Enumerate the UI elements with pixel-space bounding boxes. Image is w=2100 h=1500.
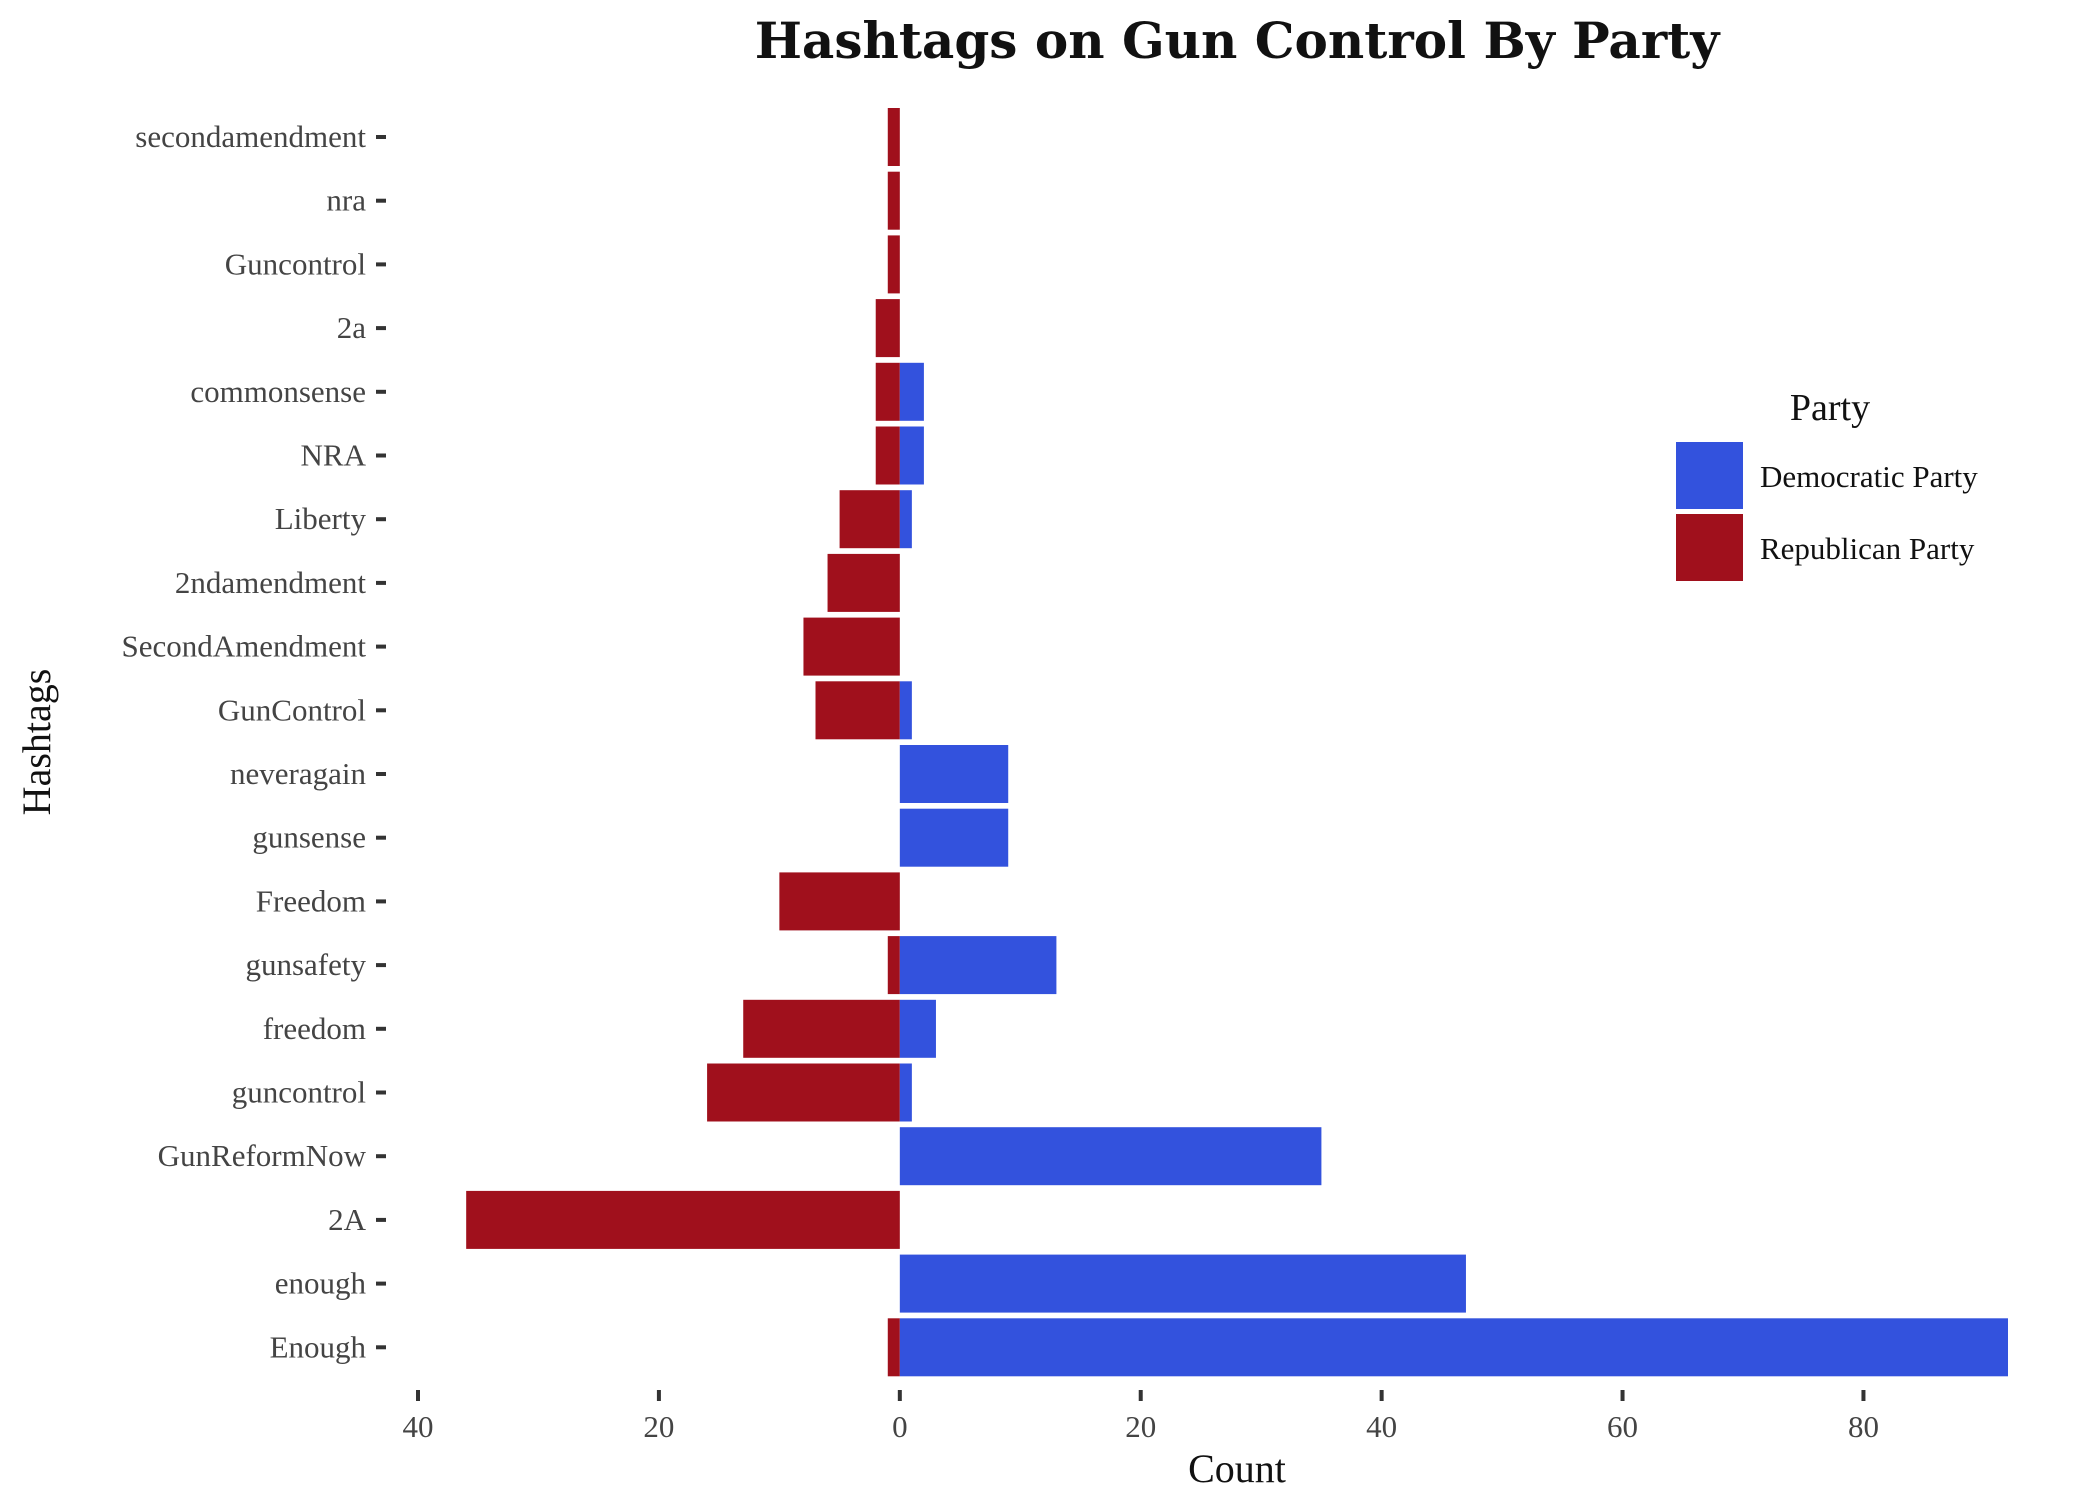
y-tick-label-freedom-12: Freedom bbox=[256, 883, 366, 918]
y-tick-label-secondamendment-8: SecondAmendment bbox=[121, 629, 366, 664]
bar-democratic-freedom-14 bbox=[899, 999, 936, 1058]
x-tick-label-6: 80 bbox=[1848, 1409, 1879, 1444]
bar-republican-2a-17 bbox=[466, 1190, 900, 1249]
y-tick-label-guncontrol-9: GunControl bbox=[218, 692, 366, 727]
y-tick-label-enough-19: Enough bbox=[270, 1329, 367, 1364]
legend-key-democratic-party bbox=[1676, 442, 1743, 509]
bar-democratic-guncontrol-15 bbox=[899, 1063, 912, 1122]
legend-title: Party bbox=[1790, 387, 1870, 429]
bar-democratic-gunsafety-13 bbox=[899, 936, 1057, 995]
y-tick-label-guncontrol-2: Guncontrol bbox=[225, 246, 366, 281]
y-tick-label-gunsafety-13: gunsafety bbox=[245, 947, 366, 982]
y-tick-label-2a-3: 2a bbox=[337, 310, 367, 345]
x-tick-label-1: 20 bbox=[643, 1409, 674, 1444]
bar-republican-nra-5 bbox=[875, 426, 900, 485]
y-axis: secondamendment nra Guncontrol 2a commonsens… bbox=[121, 119, 386, 1364]
y-tick-label-gunsense-11: gunsense bbox=[252, 820, 366, 855]
x-axis: 40 20 0 20 40 60 80 bbox=[403, 1390, 1879, 1444]
legend: Party Democratic Party Republican Party bbox=[1676, 387, 1978, 581]
bar-democratic-liberty-6 bbox=[899, 490, 912, 549]
y-tick-label-enough-18: enough bbox=[275, 1266, 367, 1301]
y-tick-label-nra-5: NRA bbox=[301, 438, 367, 473]
x-tick-label-3: 20 bbox=[1125, 1409, 1156, 1444]
y-tick-label-secondamendment-0: secondamendment bbox=[135, 119, 366, 154]
bar-democratic-enough-18 bbox=[899, 1254, 1466, 1313]
y-tick-label-nra-1: nra bbox=[326, 183, 366, 218]
x-tick-label-0: 40 bbox=[403, 1409, 434, 1444]
bar-republican-guncontrol-15 bbox=[707, 1063, 900, 1122]
bar-democratic-nra-5 bbox=[899, 426, 924, 485]
y-tick-label-commonsense-4: commonsense bbox=[190, 374, 366, 409]
x-tick-label-2: 0 bbox=[892, 1409, 908, 1444]
bar-republican-enough-19 bbox=[887, 1318, 900, 1377]
x-tick-label-4: 40 bbox=[1366, 1409, 1397, 1444]
bar-republican-2a-3 bbox=[875, 299, 900, 358]
bar-republican-guncontrol-2 bbox=[887, 235, 900, 294]
y-tick-label-freedom-14: freedom bbox=[263, 1011, 366, 1046]
bar-democratic-gunsense-11 bbox=[899, 808, 1009, 867]
bar-democratic-neveragain-10 bbox=[899, 745, 1009, 803]
legend-key-republican-party bbox=[1676, 514, 1743, 581]
legend-label-republican-party: Republican Party bbox=[1760, 531, 1975, 566]
y-tick-label-2a-17: 2A bbox=[328, 1202, 367, 1237]
bar-republican-freedom-14 bbox=[743, 999, 900, 1058]
bars-group bbox=[466, 108, 2009, 1377]
bar-republican-2ndamendment-7 bbox=[827, 553, 900, 612]
x-axis-title: Count bbox=[1188, 1446, 1286, 1491]
bar-republican-commonsense-4 bbox=[875, 362, 900, 421]
bar-democratic-enough-19 bbox=[899, 1318, 2009, 1377]
bar-democratic-commonsense-4 bbox=[899, 362, 924, 421]
y-axis-title: Hashtags bbox=[14, 669, 59, 816]
bar-republican-secondamendment-0 bbox=[887, 108, 900, 166]
bar-democratic-gunreformnow-16 bbox=[899, 1127, 1322, 1186]
bar-republican-guncontrol-9 bbox=[815, 681, 900, 740]
y-tick-label-guncontrol-15: guncontrol bbox=[232, 1075, 366, 1110]
y-tick-label-liberty-6: Liberty bbox=[275, 501, 367, 536]
bar-republican-nra-1 bbox=[887, 171, 900, 230]
y-tick-label-neveragain-10: neveragain bbox=[230, 756, 366, 791]
y-tick-label-2ndamendment-7: 2ndamendment bbox=[175, 565, 367, 600]
bar-republican-liberty-6 bbox=[839, 490, 900, 549]
chart-title: Hashtags on Gun Control By Party bbox=[755, 11, 1722, 70]
bar-republican-secondamendment-8 bbox=[803, 617, 900, 676]
y-tick-label-gunreformnow-16: GunReformNow bbox=[158, 1138, 367, 1173]
legend-label-democratic-party: Democratic Party bbox=[1760, 459, 1978, 494]
x-tick-label-5: 60 bbox=[1607, 1409, 1638, 1444]
bar-republican-gunsafety-13 bbox=[887, 936, 900, 995]
bar-democratic-guncontrol-9 bbox=[899, 681, 912, 740]
bar-republican-freedom-12 bbox=[779, 872, 900, 931]
